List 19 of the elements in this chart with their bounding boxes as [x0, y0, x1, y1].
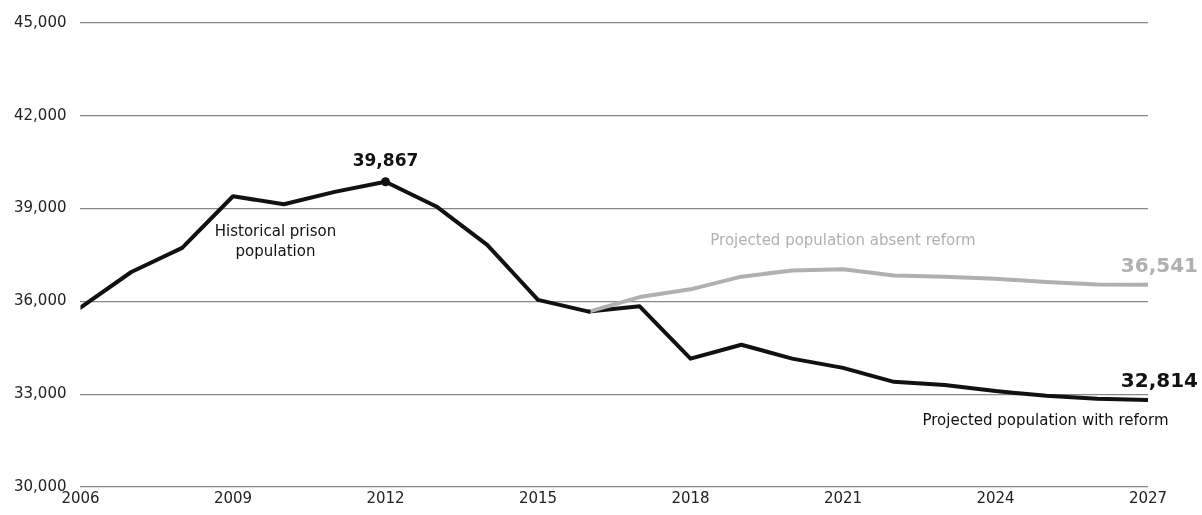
y-tick-label: 45,000: [13, 12, 67, 31]
series-label: Projected population absent reform: [710, 231, 976, 250]
y-tick-label: 30,000: [13, 476, 67, 495]
data-label: 39,867: [352, 149, 419, 170]
x-tick-label: 2027: [1128, 488, 1168, 507]
y-tick-label: 36,000: [13, 291, 67, 310]
y-tick-label: 33,000: [13, 384, 67, 403]
x-tick-label: 2024: [976, 488, 1015, 507]
x-tick-label: 2012: [366, 488, 405, 507]
series-label: Projected population with reform: [922, 411, 1169, 429]
y-tick-label: 39,000: [13, 198, 67, 217]
x-tick-label: 2018: [671, 488, 710, 507]
series-label: Historical prison population: [214, 221, 337, 260]
data-label: 36,541: [1120, 252, 1198, 277]
data-label: 32,814: [1120, 368, 1198, 393]
y-tick-label: 42,000: [13, 105, 67, 124]
x-tick-label: 2021: [823, 488, 863, 507]
x-tick-label: 2009: [213, 488, 253, 507]
x-tick-label: 2015: [518, 488, 558, 507]
